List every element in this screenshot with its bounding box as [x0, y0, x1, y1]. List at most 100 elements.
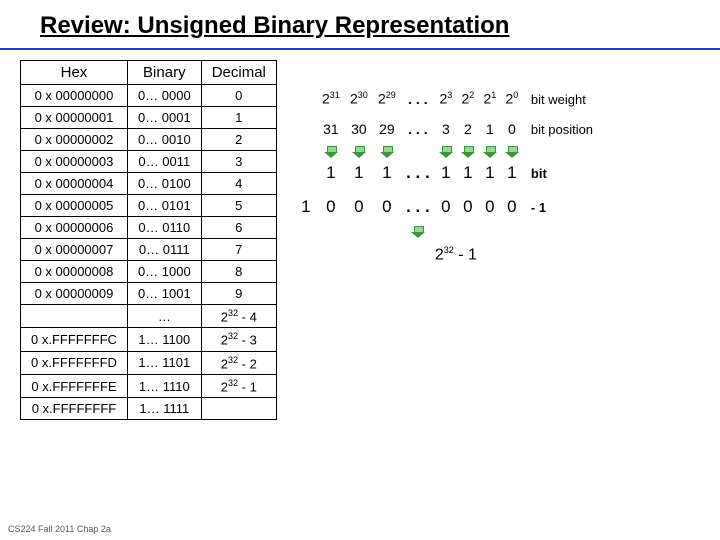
- bit-cell: 29: [373, 121, 401, 137]
- bit-cell: 1: [373, 163, 401, 183]
- bit-cell: 1: [295, 197, 317, 217]
- table-cell: 0… 0010: [127, 129, 201, 151]
- bit-diagram: 231230229. . .23222120bit weight 313029.…: [277, 60, 603, 420]
- bit-cell: 31: [317, 121, 345, 137]
- table-cell: [201, 398, 276, 420]
- bit-cell: 3: [435, 121, 457, 137]
- down-arrow-icon: [462, 146, 474, 156]
- table-cell: 0… 0000: [127, 85, 201, 107]
- bit-cell: . . .: [401, 121, 435, 137]
- table-cell: 9: [201, 283, 276, 305]
- table-cell: 0… 0011: [127, 151, 201, 173]
- table-cell: 0 x 00000000: [21, 85, 128, 107]
- bit-cell: 1: [345, 163, 373, 183]
- table-cell: 3: [201, 151, 276, 173]
- table-cell: 0 x 00000002: [21, 129, 128, 151]
- down-arrow-icon: [484, 146, 496, 156]
- table-cell: 0 x 00000004: [21, 173, 128, 195]
- bit-cell: 0: [501, 197, 523, 217]
- table-row: 0 x 000000030… 00113: [21, 151, 277, 173]
- bit-cell: 0: [457, 197, 479, 217]
- table-cell: [21, 305, 128, 328]
- bit-cell: 1: [317, 163, 345, 183]
- table-cell: 4: [201, 173, 276, 195]
- table-cell: 0 x 00000003: [21, 151, 128, 173]
- bit-cell: 0: [373, 197, 401, 217]
- table-cell: 0 x 00000001: [21, 107, 128, 129]
- table-cell: 2: [201, 129, 276, 151]
- table-row: 0 x.FFFFFFFD1… 1101232 - 2: [21, 351, 277, 374]
- col-binary: Binary: [127, 61, 201, 85]
- bit-cell: . . .: [401, 197, 435, 217]
- table-cell: 0… 1000: [127, 261, 201, 283]
- table-cell: 232 - 3: [201, 328, 276, 351]
- table-cell: 0 x 00000007: [21, 239, 128, 261]
- row-label: bit position: [523, 122, 603, 137]
- table-cell: 0… 0101: [127, 195, 201, 217]
- bit-cell: 230: [345, 90, 373, 107]
- bit-cell: 1: [435, 163, 457, 183]
- bit-position-row: 313029. . .3210bit position: [295, 121, 603, 137]
- table-row: 0 x 000000040… 01004: [21, 173, 277, 195]
- table-cell: 0 x 00000009: [21, 283, 128, 305]
- table-cell: 232 - 4: [201, 305, 276, 328]
- bit-cell: . . .: [401, 163, 435, 183]
- table-cell: 1… 1110: [127, 374, 201, 397]
- table-cell: 0… 1001: [127, 283, 201, 305]
- row-label: bit weight: [523, 92, 603, 107]
- down-arrow-icon: [506, 146, 518, 156]
- bit-weight-row: 231230229. . .23222120bit weight: [295, 90, 603, 107]
- bit-cell: . . .: [401, 91, 435, 107]
- content-area: Hex Binary Decimal 0 x 000000000… 000000…: [0, 50, 720, 420]
- table-cell: 0… 0111: [127, 239, 201, 261]
- table-cell: …: [127, 305, 201, 328]
- table-row: 0 x 000000000… 00000: [21, 85, 277, 107]
- bit-cell: 23: [435, 90, 457, 107]
- table-cell: 0 x 00000008: [21, 261, 128, 283]
- table-cell: 0 x 00000005: [21, 195, 128, 217]
- bit-cell: 30: [345, 121, 373, 137]
- table-row: 0 x 000000050… 01015: [21, 195, 277, 217]
- table-cell: 232 - 2: [201, 351, 276, 374]
- bit-cell: 22: [457, 90, 479, 107]
- table-row: 0 x 000000010… 00011: [21, 107, 277, 129]
- table-row: 0 x 000000020… 00102: [21, 129, 277, 151]
- table-cell: 232 - 1: [201, 374, 276, 397]
- bit-cell: 0: [435, 197, 457, 217]
- footer-text: CS224 Fall 2011 Chap 2a: [8, 524, 111, 534]
- arrow-row-2: [295, 223, 603, 239]
- table-cell: 0… 0110: [127, 217, 201, 239]
- down-arrow-icon: [412, 226, 424, 236]
- table-row: …232 - 4: [21, 305, 277, 328]
- table-cell: 5: [201, 195, 276, 217]
- bit-cell: 1: [457, 163, 479, 183]
- table-row: 0 x 000000080… 10008: [21, 261, 277, 283]
- bit-cell: 20: [501, 90, 523, 107]
- bit-cell: 1: [479, 163, 501, 183]
- col-hex: Hex: [21, 61, 128, 85]
- bits-row: 111. . .1111bit: [295, 163, 603, 183]
- conversion-table: Hex Binary Decimal 0 x 000000000… 000000…: [20, 60, 277, 420]
- table-cell: 1: [201, 107, 276, 129]
- table-row: 0 x.FFFFFFFF1… 1111: [21, 398, 277, 420]
- down-arrow-icon: [325, 146, 337, 156]
- table-cell: 1… 1111: [127, 398, 201, 420]
- table-cell: 0 x.FFFFFFFF: [21, 398, 128, 420]
- table-cell: 0… 0001: [127, 107, 201, 129]
- bit-cell: 0: [501, 121, 523, 137]
- bit-cell: 21: [479, 90, 501, 107]
- table-row: 0 x.FFFFFFFC1… 1100232 - 3: [21, 328, 277, 351]
- table-cell: 0… 0100: [127, 173, 201, 195]
- table-cell: 0 x.FFFFFFFD: [21, 351, 128, 374]
- row-label: bit: [523, 166, 603, 181]
- bit-cell: 2: [457, 121, 479, 137]
- table-cell: 1… 1100: [127, 328, 201, 351]
- table-cell: 6: [201, 217, 276, 239]
- table-cell: 8: [201, 261, 276, 283]
- final-result: 232 - 1: [295, 245, 603, 264]
- bit-cell: 0: [479, 197, 501, 217]
- table-cell: 1… 1101: [127, 351, 201, 374]
- table-cell: 0 x.FFFFFFFC: [21, 328, 128, 351]
- bit-cell: 0: [317, 197, 345, 217]
- calc-row: 1000. . .0000- 1: [295, 197, 603, 217]
